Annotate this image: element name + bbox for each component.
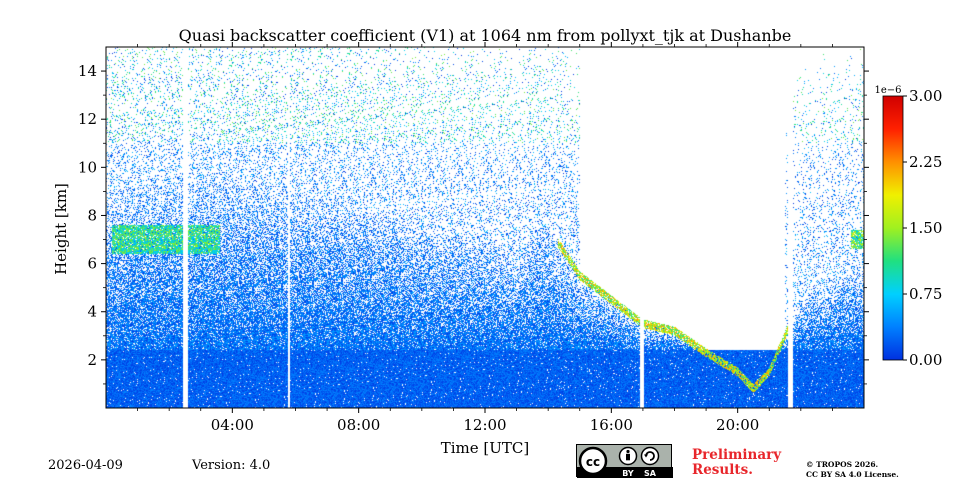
cc-by-sa-license-badge[interactable]: cc BY SA [576,444,673,478]
chart-title: Quasi backscatter coefficient (V1) at 10… [179,26,792,45]
backscatter-heatmap [106,47,864,408]
cc-icon-label: cc [586,455,600,469]
y-tick-label: 12 [78,110,97,128]
colorbar-tick-label: 3.00 [909,87,942,105]
y-tick-label: 2 [87,351,97,369]
heatmap-raster [106,47,864,408]
y-tick-label: 4 [87,303,97,321]
colorbar-tick-label: 1.50 [909,219,942,237]
copyright-line-1: © TROPOS 2026. [806,460,879,469]
x-axis-label: Time [UTC] [441,439,530,457]
footer-date: 2026-04-09 [48,458,123,473]
x-tick-label: 16:00 [590,416,633,434]
share-alike-icon [640,446,660,466]
y-tick-label: 10 [78,158,97,176]
x-tick-label: 12:00 [463,416,506,434]
colorbar-tick-label: 0.75 [909,285,942,303]
cc-icon: cc [578,446,608,476]
x-tick-label: 20:00 [716,416,759,434]
footer-version: Version: 4.0 [192,458,271,473]
colorbar-tick-label: 2.25 [909,153,942,171]
axes: 04:00 08:00 12:00 16:00 20:00 2 4 6 8 10 12 14 [78,42,869,434]
y-tick-label: 8 [87,206,97,224]
y-tick-label: 14 [78,62,97,80]
license-sa-label: SA [644,469,657,478]
preliminary-line-1: Preliminary [692,447,782,463]
y-tick-label: 6 [87,255,97,273]
preliminary-line-2: Results. [692,462,753,478]
y-axis-label: Height [km] [52,183,70,275]
colorbar-tick-label: 0.00 [909,351,942,369]
colorbar-scale-label: 1e−6 [874,85,901,96]
x-tick-label: 04:00 [211,416,254,434]
colorbar-gradient [882,95,904,361]
x-tick-label: 08:00 [337,416,380,434]
copyright-notice: © TROPOS 2026. CC BY SA 4.0 License. [806,460,899,480]
attribution-icon [618,446,638,466]
colorbar: 1e−6 0.00 0.75 1.50 2.25 3.00 [874,85,942,369]
license-by-label: BY [622,469,634,478]
preliminary-results-note: Preliminary Results. [692,448,781,478]
copyright-line-2: CC BY SA 4.0 License. [806,470,899,479]
